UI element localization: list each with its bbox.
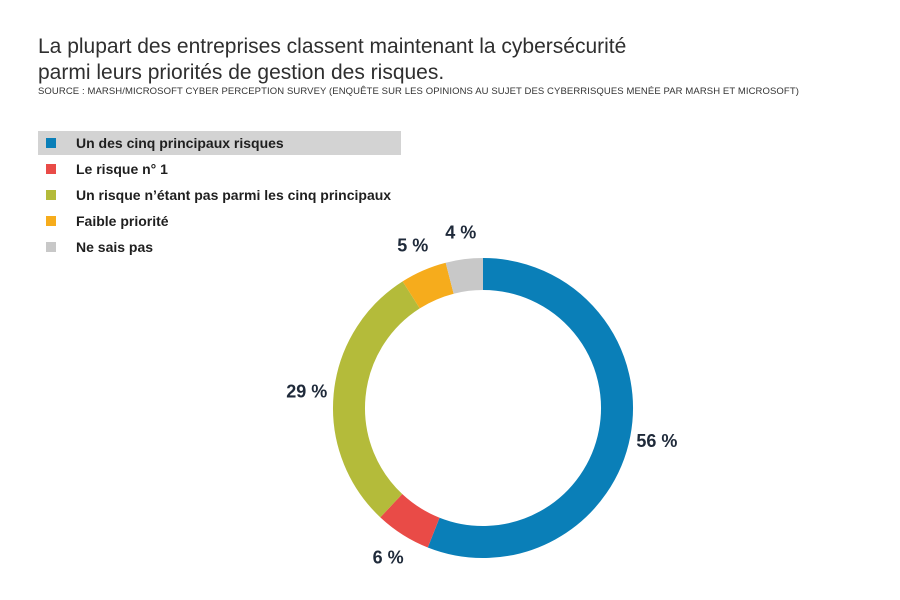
legend-label: Le risque n° 1 [76,161,168,177]
donut-slice [333,281,421,518]
chart-title: La plupart des entreprises classent main… [38,35,627,84]
slice-label: 5 % [397,236,428,256]
chart-source: SOURCE : MARSH/MICROSOFT CYBER PERCEPTIO… [38,86,799,97]
donut-slice [380,493,440,548]
legend-label: Un des cinq principaux risques [76,135,284,151]
slice-label: 56 % [636,431,677,451]
legend-swatch [46,216,56,226]
legend-swatch [46,190,56,200]
slice-label: 29 % [286,381,327,401]
chart-legend: Un des cinq principaux risques Le risque … [38,131,402,261]
legend-swatch [46,242,56,252]
legend-item: Un des cinq principaux risques [38,131,402,155]
legend-item: Faible priorité [38,209,401,233]
donut-slice [445,258,484,294]
legend-item: Ne sais pas [38,235,401,259]
donut-slice [427,258,633,558]
slice-label: 4 % [445,222,476,242]
legend-label: Faible priorité [76,213,169,229]
donut-slice [402,262,455,309]
legend-label: Un risque n’étant pas parmi les cinq pri… [76,187,392,203]
slice-label: 6 % [373,547,404,567]
legend-item: Le risque n° 1 [38,157,401,181]
legend-item: Un risque n’étant pas parmi les cinq pri… [38,183,401,207]
legend-swatch [46,164,56,174]
legend-label: Ne sais pas [76,239,154,255]
legend-swatch [46,138,56,148]
